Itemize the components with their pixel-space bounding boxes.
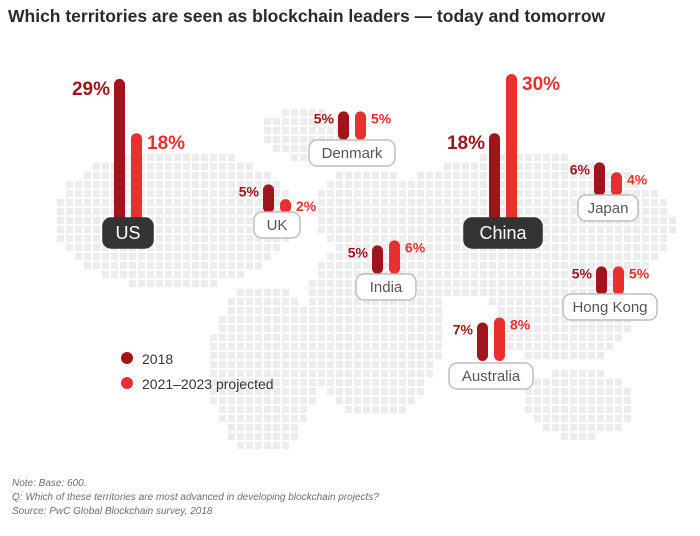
value-label-2021-china: 30% [522, 74, 560, 95]
bar-2021-denmark [355, 111, 366, 140]
bar-2021-uk [280, 199, 291, 213]
bar-2018-india [372, 245, 383, 274]
value-label-2021-india: 6% [405, 239, 426, 255]
value-label-2021-denmark: 5% [371, 110, 392, 126]
value-label-2018-uk: 5% [239, 183, 260, 199]
territory-pill-india [355, 273, 417, 301]
bar-2021-japan [611, 172, 622, 196]
legend-swatch-2021-2023 [121, 377, 133, 389]
territory-pill-uk [253, 211, 301, 239]
value-label-2018-china: 18% [447, 133, 485, 154]
territory-label-us: US [115, 223, 140, 243]
value-label-2021-australia: 8% [510, 317, 531, 333]
value-label-2018-australia: 7% [453, 321, 474, 337]
territory-label-china: China [479, 223, 527, 243]
bar-2018-us [114, 78, 125, 226]
territory-label-denmark: Denmark [322, 145, 383, 162]
world-map-background [57, 109, 676, 449]
bar-2018-japan [594, 162, 605, 196]
territory-pill-denmark [308, 139, 396, 167]
bar-2021-australia [494, 317, 505, 361]
bar-2021-china [506, 74, 517, 226]
footnote-question: Q: Which of these territories are most a… [12, 492, 379, 503]
territory-label-india: India [370, 279, 403, 296]
territory-pill-hong-kong [562, 293, 658, 321]
legend-swatch-2018 [121, 352, 133, 364]
bar-2021-india [389, 240, 400, 274]
bar-2018-china [489, 133, 500, 226]
territory-label-uk: UK [267, 217, 288, 234]
legend-label-2021-2023: 2021–2023 projected [142, 376, 274, 392]
legend-label-2018: 2018 [142, 351, 173, 367]
value-label-2021-japan: 4% [627, 171, 648, 187]
territory-label-japan: Japan [588, 200, 629, 217]
bar-2018-uk [263, 184, 274, 213]
value-label-2021-hong-kong: 5% [629, 265, 650, 281]
bar-2018-australia [477, 322, 488, 361]
territory-label-australia: Australia [462, 368, 521, 385]
value-label-2018-us: 29% [72, 79, 110, 100]
value-label-2018-denmark: 5% [314, 110, 335, 126]
bars-layer: 29% 18% US 5% 2% UK 5% 5% Denmark 5% 6% India 18% 30%… [72, 74, 658, 390]
territory-pill-china [463, 217, 543, 249]
value-label-2018-hong-kong: 5% [572, 265, 593, 281]
territory-pill-us [102, 217, 154, 249]
bar-2021-us [131, 133, 142, 226]
value-label-2018-india: 5% [348, 244, 369, 260]
territory-pill-japan [577, 194, 639, 222]
value-label-2021-uk: 2% [296, 198, 317, 214]
bar-2018-hong-kong [596, 266, 607, 295]
value-label-2021-us: 18% [147, 133, 185, 154]
territory-pill-australia [448, 362, 534, 390]
legend: 2018 2021–2023 projected [121, 351, 274, 392]
footnote-note: Note: Base: 600. [12, 478, 87, 489]
territory-label-hong-kong: Hong Kong [572, 299, 647, 316]
footnote-source: Source: PwC Global Blockchain survey, 20… [12, 506, 213, 517]
chart-title: Which territories are seen as blockchain… [8, 6, 606, 26]
value-label-2018-japan: 6% [570, 161, 591, 177]
bar-2018-denmark [338, 111, 349, 140]
bar-2021-hong-kong [613, 266, 624, 295]
